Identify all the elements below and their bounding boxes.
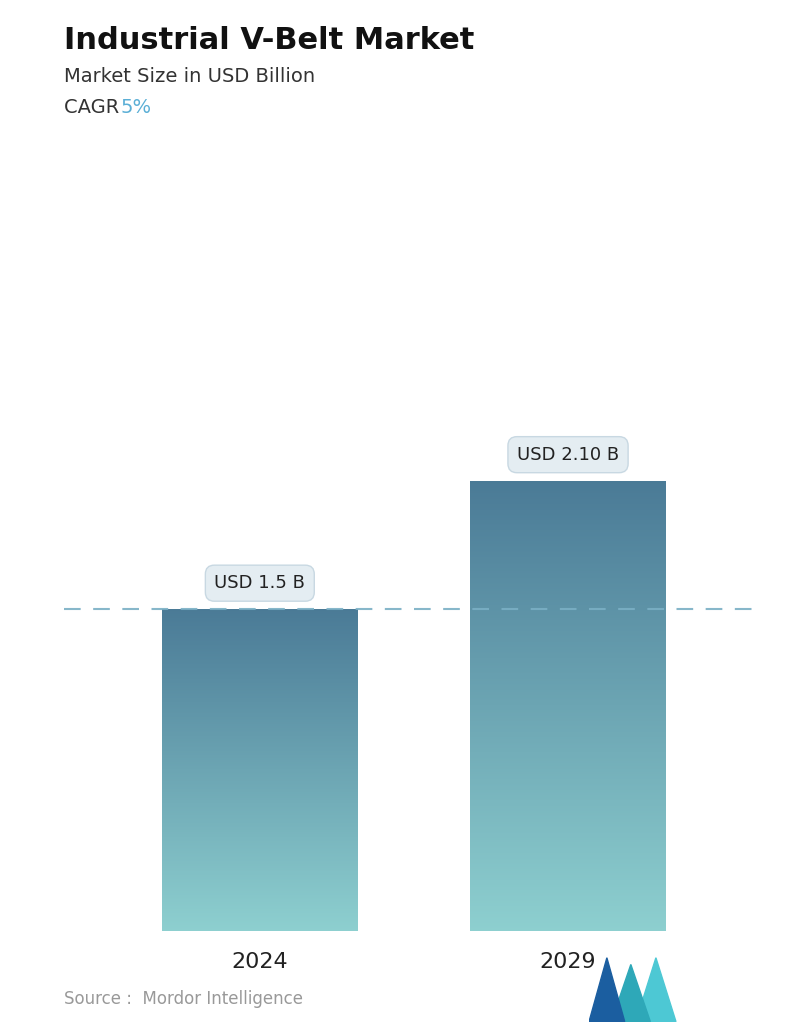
- Text: Industrial V-Belt Market: Industrial V-Belt Market: [64, 26, 474, 55]
- Polygon shape: [611, 965, 650, 1022]
- Text: CAGR: CAGR: [64, 98, 125, 117]
- Text: Source :  Mordor Intelligence: Source : Mordor Intelligence: [64, 991, 302, 1008]
- Text: Market Size in USD Billion: Market Size in USD Billion: [64, 67, 314, 86]
- Text: USD 1.5 B: USD 1.5 B: [214, 574, 305, 592]
- Polygon shape: [636, 957, 676, 1022]
- Polygon shape: [589, 957, 625, 1022]
- Text: USD 2.10 B: USD 2.10 B: [517, 446, 619, 463]
- Text: 5%: 5%: [121, 98, 152, 117]
